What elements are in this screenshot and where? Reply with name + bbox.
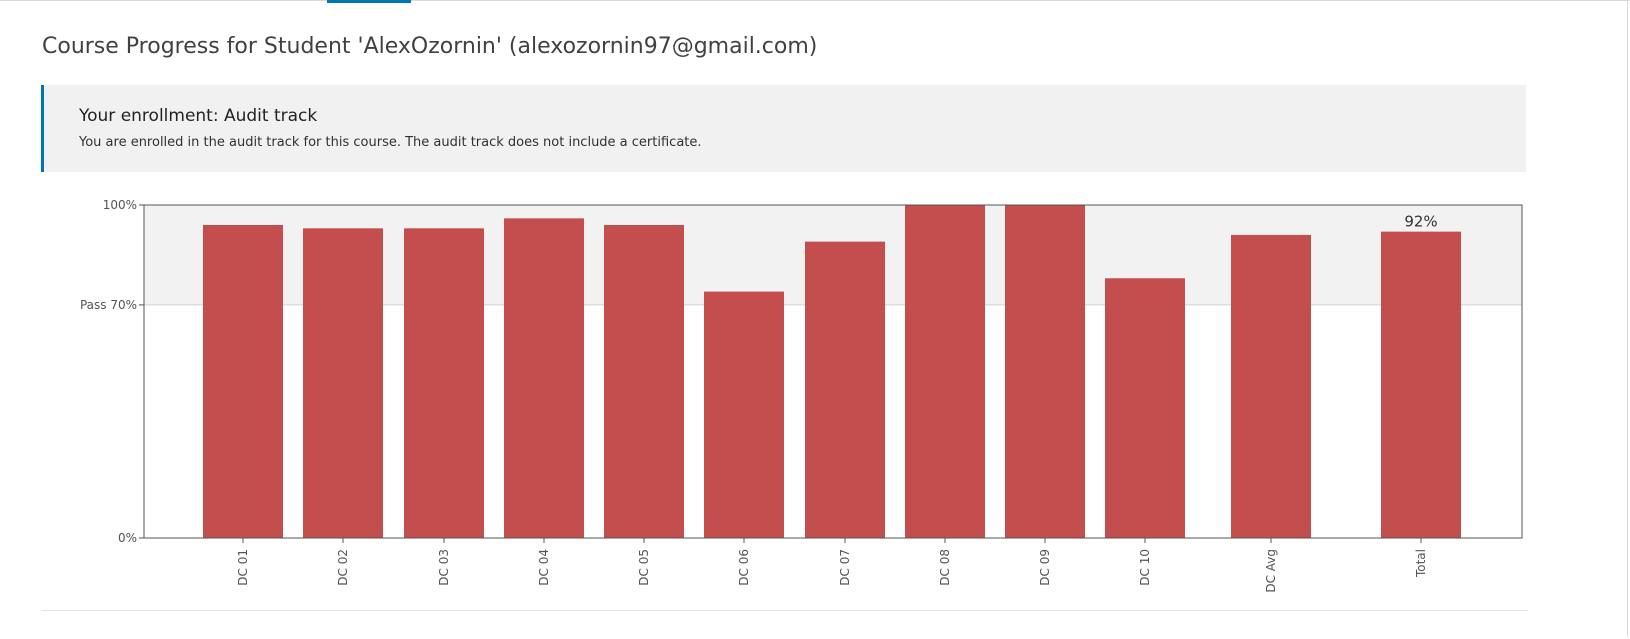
bar-dc-avg xyxy=(1231,234,1311,538)
y-tick-label: 100% xyxy=(103,198,137,212)
bar-dc-10 xyxy=(1105,278,1185,538)
bar-dc-07 xyxy=(805,241,885,538)
x-tick-label: DC 04 xyxy=(537,549,551,586)
x-tick-label: DC 10 xyxy=(1138,549,1152,586)
bar-dc-05 xyxy=(604,224,684,539)
y-tick-label: Pass 70% xyxy=(80,298,137,312)
plot-frame xyxy=(143,204,1523,539)
x-tick-label: DC 02 xyxy=(336,549,350,586)
x-tick-label: DC 05 xyxy=(637,549,651,586)
y-tick-label: 0% xyxy=(118,531,137,545)
page-title: Course Progress for Student 'AlexOzornin… xyxy=(42,34,818,59)
bar-total xyxy=(1381,231,1461,538)
enrollment-notice: Your enrollment: Audit track You are enr… xyxy=(41,85,1526,172)
x-tick-label: DC 09 xyxy=(1038,549,1052,586)
enrollment-title: Your enrollment: Audit track xyxy=(79,106,318,126)
x-tick-label: DC 03 xyxy=(437,549,451,586)
bottom-divider xyxy=(41,610,1528,611)
bar-dc-01 xyxy=(203,224,283,539)
data-label: 92% xyxy=(1404,213,1437,231)
bar-dc-03 xyxy=(404,228,484,538)
x-tick-label: DC Avg xyxy=(1264,549,1278,593)
x-tick-label: DC 07 xyxy=(838,549,852,586)
bar-dc-04 xyxy=(504,218,584,538)
top-divider xyxy=(0,0,1630,1)
x-tick-label: DC 06 xyxy=(737,549,751,586)
bar-dc-06 xyxy=(704,291,784,538)
bar-dc-09 xyxy=(1005,205,1085,538)
x-tick-label: DC 08 xyxy=(938,549,952,586)
active-tab-indicator xyxy=(327,0,411,3)
enrollment-message: You are enrolled in the audit track for … xyxy=(79,135,702,150)
x-tick-label: Total xyxy=(1414,549,1428,578)
bar-dc-02 xyxy=(303,228,383,538)
bar-dc-08 xyxy=(905,205,985,538)
x-tick-label: DC 01 xyxy=(236,549,250,586)
